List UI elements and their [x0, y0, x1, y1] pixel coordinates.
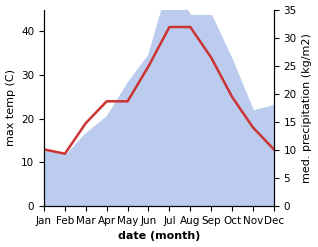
Y-axis label: med. precipitation (kg/m2): med. precipitation (kg/m2) [302, 33, 313, 183]
X-axis label: date (month): date (month) [118, 231, 200, 242]
Y-axis label: max temp (C): max temp (C) [5, 69, 16, 146]
